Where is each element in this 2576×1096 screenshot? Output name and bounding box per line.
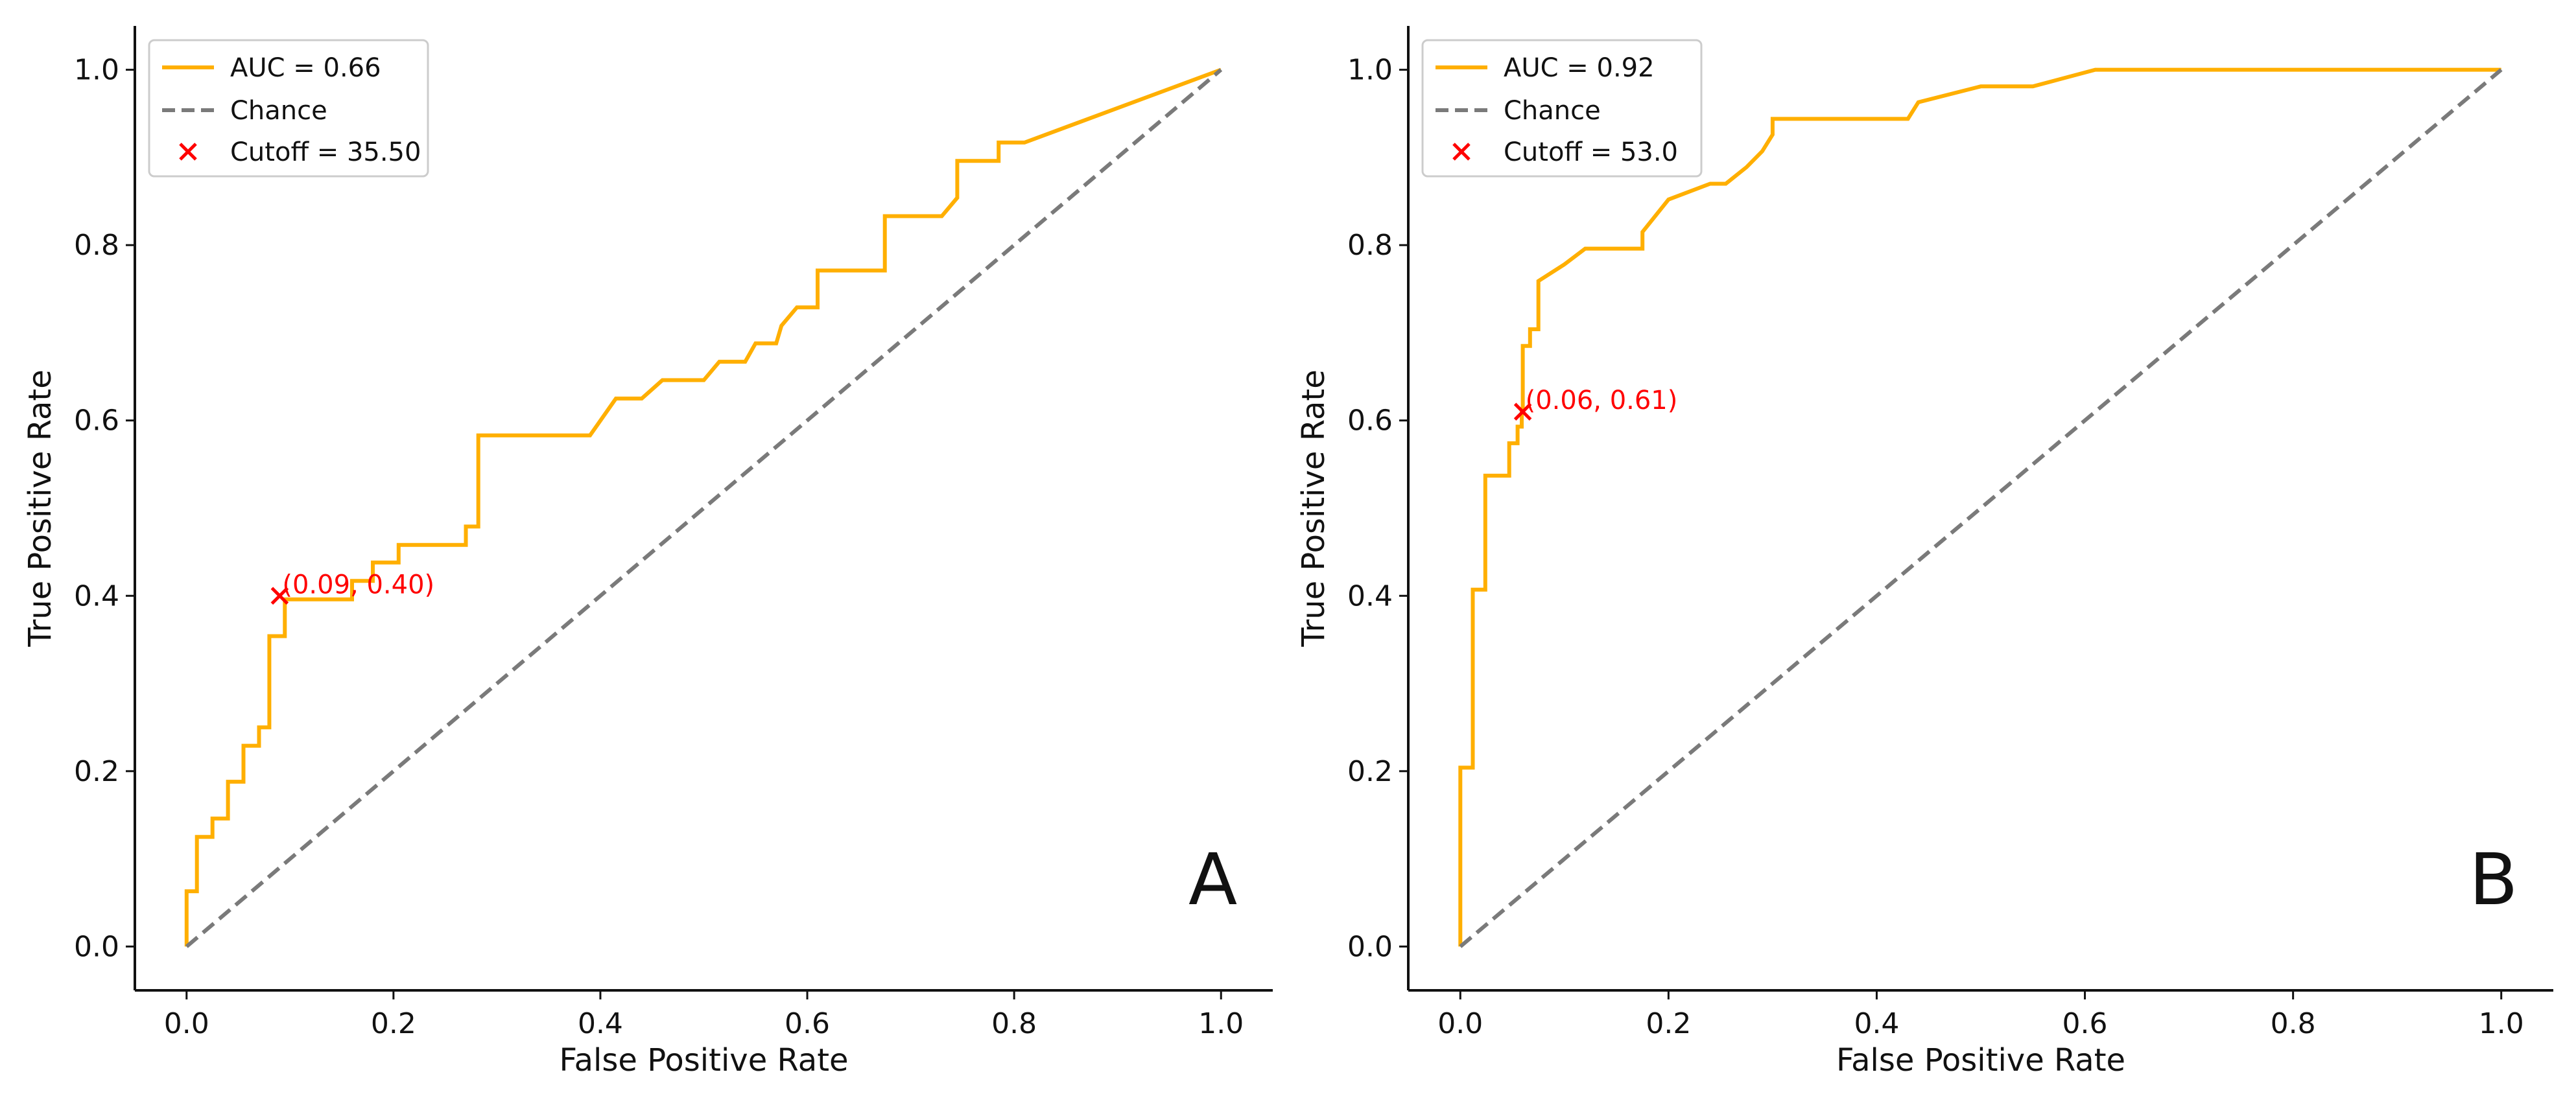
y-tick-label: 0.4	[74, 579, 119, 612]
y-tick-label: 0.4	[1347, 579, 1393, 612]
y-tick-label: 0.2	[74, 755, 119, 788]
legend-cutoff-label: Cutoff = 53.0	[1504, 137, 1678, 167]
x-tick-label: 0.4	[578, 1007, 623, 1040]
y-tick-label: 0.8	[1347, 229, 1393, 262]
x-tick-label: 0.8	[2271, 1007, 2316, 1040]
y-tick-label: 0.8	[74, 229, 119, 262]
legend: AUC = 0.66 Chance Cutoff = 35.50	[148, 39, 429, 178]
x-axis-label: False Positive Rate	[1836, 1042, 2125, 1079]
cutoff-marker-stroke	[270, 587, 289, 605]
cutoff-label: (0.09, 0.40)	[282, 570, 434, 600]
y-tick-label: 1.0	[1347, 54, 1393, 87]
legend-cutoff-swatch	[1452, 143, 1471, 161]
y-tick-label: 0.6	[74, 404, 119, 437]
cutoff-marker	[270, 587, 289, 605]
legend-cutoff-label: Cutoff = 35.50	[230, 137, 421, 167]
legend: AUC = 0.92 Chance Cutoff = 53.0	[1421, 39, 1703, 178]
legend-roc-label: AUC = 0.66	[230, 53, 381, 83]
roc-panel-b: 0.0 0.2 0.4 0.6 0.8 1.0 0.0 0.2 0.4 0.6 0.8 1.0 Fals…	[1295, 26, 2553, 1079]
cutoff-marker	[1513, 402, 1532, 421]
x-tick-label: 0.6	[2062, 1007, 2108, 1040]
roc-curve	[1458, 67, 2501, 947]
legend-box	[1421, 39, 1703, 178]
legend-cutoff-swatch	[179, 143, 197, 161]
x-tick-label: 0.0	[164, 1007, 209, 1040]
y-tick-label: 0.0	[74, 930, 119, 963]
x-tick-label: 0.2	[371, 1007, 416, 1040]
x-axis-label: False Positive Rate	[559, 1042, 848, 1079]
x-tick-label: 0.2	[1646, 1007, 1691, 1040]
x-tick-label: 0.8	[991, 1007, 1037, 1040]
y-axis-label: True Positive Rate	[1295, 369, 1332, 647]
chance-line	[185, 68, 1223, 948]
y-axis-label: True Positive Rate	[22, 369, 58, 647]
x-tick-label: 1.0	[2479, 1007, 2524, 1040]
y-tick-label: 0.2	[1347, 755, 1393, 788]
y-tick-label: 0.0	[1347, 930, 1393, 963]
legend-chance-label: Chance	[1504, 96, 1601, 126]
y-tick-label: 0.6	[1347, 404, 1393, 437]
x-tick-label: 0.4	[1854, 1007, 1899, 1040]
y-tick-label: 1.0	[74, 54, 119, 87]
cutoff-label: (0.06, 0.61)	[1526, 386, 1678, 415]
panel-letter: A	[1188, 838, 1237, 921]
x-tick-label: 1.0	[1198, 1007, 1244, 1040]
x-tick-label: 0.0	[1437, 1007, 1483, 1040]
roc-panel-a: 0.0 0.2 0.4 0.6 0.8 1.0 0.0 0.2 0.4 0.6 0.8 1.0 Fals…	[22, 26, 1273, 1079]
legend-box	[148, 39, 429, 178]
cutoff-marker-stroke	[1513, 402, 1532, 421]
legend-roc-label: AUC = 0.92	[1504, 53, 1655, 83]
x-tick-label: 0.6	[785, 1007, 830, 1040]
roc-curve	[184, 67, 1222, 947]
chance-line	[1459, 68, 2503, 948]
legend-chance-label: Chance	[230, 96, 327, 126]
panel-letter: B	[2469, 838, 2518, 921]
